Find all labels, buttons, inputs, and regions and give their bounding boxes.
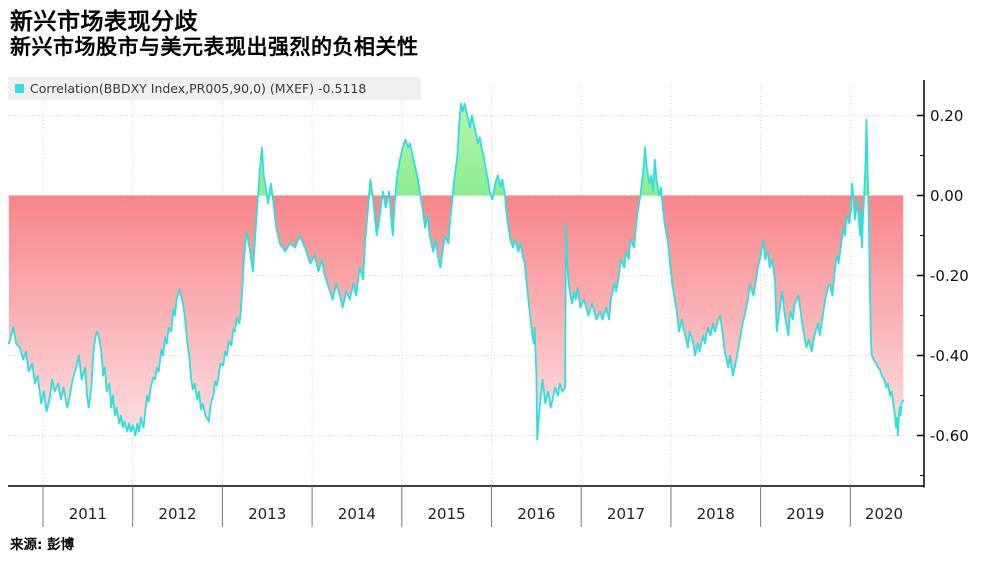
area-negative <box>8 195 904 440</box>
svg-text:0.20: 0.20 <box>930 107 963 125</box>
svg-text:-0.40: -0.40 <box>930 347 969 365</box>
legend-label: Correlation(BBDXY Index,PR005,90,0) (MXE… <box>30 81 367 96</box>
svg-text:2017: 2017 <box>607 505 645 523</box>
page-subtitle: 新兴市场股市与美元表现出强烈的负相关性 <box>10 35 419 59</box>
axes <box>8 80 925 488</box>
svg-text:2018: 2018 <box>697 505 735 523</box>
svg-text:0.00: 0.00 <box>930 187 963 205</box>
y-tick-labels: 0.20 0.00 -0.20 -0.40 -0.60 <box>930 107 969 445</box>
svg-text:2015: 2015 <box>428 505 466 523</box>
legend-swatch-icon <box>15 84 24 93</box>
svg-text:-0.60: -0.60 <box>930 427 969 445</box>
svg-text:-0.20: -0.20 <box>930 267 969 285</box>
x-ticks <box>42 486 851 527</box>
y-ticks <box>917 114 924 476</box>
svg-text:2014: 2014 <box>338 505 376 523</box>
svg-text:2019: 2019 <box>786 505 824 523</box>
svg-text:2016: 2016 <box>517 505 555 523</box>
series-line <box>8 102 905 441</box>
legend[interactable]: Correlation(BBDXY Index,PR005,90,0) (MXE… <box>8 77 421 100</box>
svg-text:2013: 2013 <box>248 505 286 523</box>
source-note: 来源: 彭博 <box>10 537 75 553</box>
svg-text:2012: 2012 <box>158 505 196 523</box>
x-tick-labels: 2011 2012 2013 2014 2015 2016 2017 2018 2019 2020 <box>69 505 903 523</box>
area-positive <box>8 103 904 196</box>
svg-text:2020: 2020 <box>865 505 903 523</box>
page-title: 新兴市场表现分歧 <box>10 9 198 35</box>
svg-text:2011: 2011 <box>69 505 107 523</box>
